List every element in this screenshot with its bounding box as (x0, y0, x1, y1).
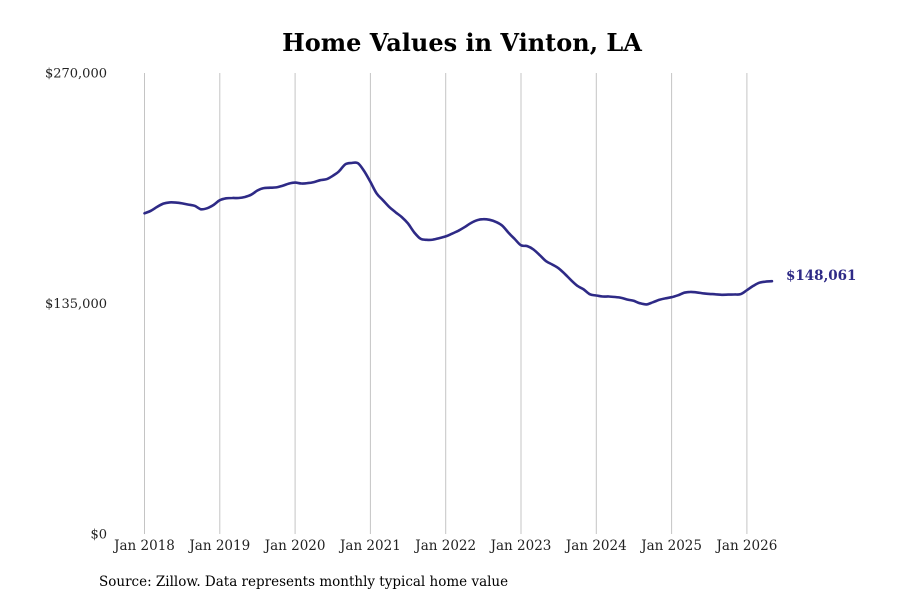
chart-title: Home Values in Vinton, LA (282, 28, 642, 57)
x-tick-label: Jan 2022 (413, 538, 476, 554)
x-tick-label: Jan 2020 (263, 538, 326, 554)
source-note: Source: Zillow. Data represents monthly … (99, 574, 509, 590)
y-tick-label: $135,000 (45, 297, 107, 312)
x-tick-label: Jan 2023 (489, 538, 552, 554)
x-tick-label: Jan 2025 (639, 538, 702, 554)
x-axis-ticks: Jan 2018 Jan 2019 Jan 2020 Jan 2021 Jan 2022… (112, 538, 777, 554)
x-tick-label: Jan 2018 (112, 538, 175, 554)
x-tick-label: Jan 2024 (564, 538, 627, 554)
x-tick-label: Jan 2026 (714, 538, 777, 554)
y-tick-label: $0 (90, 528, 107, 543)
gridlines (144, 73, 748, 534)
y-axis-ticks: $270,000 $135,000 $0 (45, 67, 107, 543)
home-value-line (143, 161, 774, 306)
y-tick-label: $270,000 (45, 67, 107, 82)
x-tick-label: Jan 2019 (187, 538, 250, 554)
end-value-label: $148,061 (786, 268, 856, 284)
x-tick-label: Jan 2021 (338, 538, 401, 554)
